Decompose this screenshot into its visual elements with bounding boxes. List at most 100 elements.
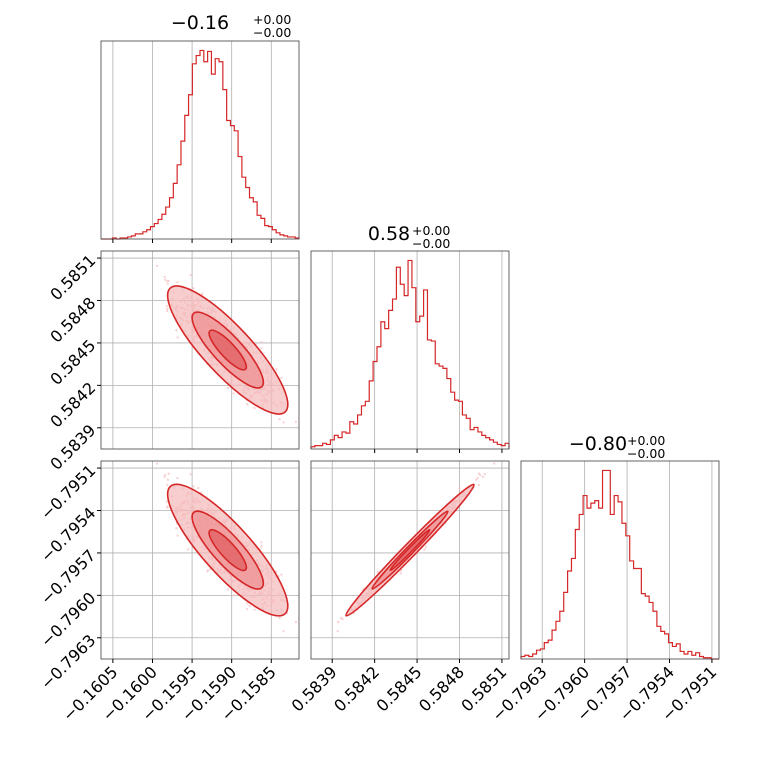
sample-point (294, 420, 298, 423)
title-param-2-sup: +0.00 (627, 433, 665, 448)
panel-content (155, 462, 302, 633)
sample-point (477, 483, 480, 487)
sample-point (165, 500, 168, 503)
panel-2-1 (310, 460, 510, 663)
sample-point (232, 594, 235, 597)
sample-point (189, 473, 192, 476)
sample-point (260, 347, 263, 350)
panel-frame (100, 40, 300, 240)
panel-content (155, 264, 302, 424)
sample-point (259, 547, 262, 550)
y-tick-label: 0.5842 (46, 378, 99, 431)
sample-point (166, 506, 169, 509)
panel-frame (100, 250, 300, 450)
panels (97, 40, 720, 663)
x-tick-label: 0.5839 (288, 662, 341, 715)
sample-point (278, 417, 281, 421)
sample-point (155, 462, 159, 465)
sample-point (481, 475, 485, 479)
sample-point (164, 278, 167, 281)
x-tick-label: 0.5848 (415, 662, 468, 715)
sample-point (253, 406, 256, 410)
sample-point (197, 486, 200, 490)
histogram-param-0 (101, 49, 300, 240)
sample-point (458, 486, 461, 490)
sample-point (300, 397, 302, 399)
panel-content (336, 462, 496, 633)
sample-point (483, 473, 487, 476)
panel-frame (310, 250, 510, 450)
sample-point (253, 608, 256, 611)
sample-point (175, 527, 178, 530)
sample-point (166, 478, 169, 481)
sample-point (232, 392, 235, 395)
panel-frame (100, 460, 300, 660)
title-param-2-sub: −0.00 (627, 446, 665, 461)
x-ticks-col-2: −0.7963 −0.7960 −0.7957 −0.7954 −0.7951 (488, 662, 720, 725)
histogram-param-2 (520, 469, 719, 660)
sample-point (248, 604, 251, 607)
title-param-0-sup: +0.00 (253, 12, 291, 27)
sample-point (155, 264, 159, 267)
sample-point (280, 376, 283, 380)
sample-point (175, 329, 178, 332)
sample-point (493, 462, 496, 465)
sample-point (186, 548, 190, 551)
y-ticks-row-1: 0.5839 0.5842 0.5845 0.5848 0.5851 (46, 251, 99, 474)
sample-point (163, 275, 166, 279)
panel-frame (520, 460, 720, 660)
y-tick-label: 0.5845 (46, 336, 99, 389)
sample-point (226, 386, 230, 390)
y-tick-label: 0.5848 (46, 293, 99, 346)
sample-point (280, 573, 283, 576)
histogram-param-1 (310, 259, 510, 449)
sample-point (282, 421, 285, 424)
title-param-2: −0.80 (569, 433, 627, 455)
sample-point (260, 541, 263, 544)
sample-point (278, 616, 281, 620)
x-tick-label: 0.5845 (373, 662, 426, 715)
sample-point (275, 368, 278, 371)
sample-point (479, 473, 482, 477)
sample-point (176, 534, 179, 537)
panel-2-2 (520, 460, 720, 663)
sample-point (282, 630, 285, 633)
sample-point (300, 597, 302, 599)
sample-point (294, 620, 298, 624)
sample-point (164, 473, 167, 477)
title-param-0-sub: −0.00 (253, 25, 291, 40)
sample-point (166, 307, 169, 311)
contour-level (208, 528, 248, 572)
panel-0-0 (100, 40, 300, 243)
panel-1-1 (310, 250, 510, 453)
sample-point (245, 403, 249, 406)
title-param-1-sub: −0.00 (412, 236, 450, 251)
sample-point (165, 305, 168, 308)
x-ticks-col-0: −0.1605 −0.1600 −0.1595 −0.1590 −0.1585 (59, 662, 280, 725)
panel-2-0 (97, 460, 302, 663)
sample-point (245, 608, 249, 611)
y-tick-label: 0.5851 (46, 251, 99, 304)
sample-point (423, 548, 426, 551)
contour-level (389, 528, 431, 572)
sample-point (167, 279, 170, 283)
title-param-1-sup: +0.00 (412, 223, 450, 238)
sample-point (166, 483, 169, 487)
x-ticks-col-1: 0.5839 0.5842 0.5845 0.5848 0.5851 (288, 662, 511, 715)
sample-point (476, 476, 479, 480)
title-param-0: −0.16 (171, 12, 229, 34)
sample-point (192, 485, 195, 488)
sample-point (424, 545, 428, 549)
sample-point (176, 281, 179, 284)
contour-level (208, 329, 248, 371)
sample-point (192, 287, 195, 290)
sample-point (475, 478, 478, 481)
panel-frame (310, 460, 510, 660)
sample-point (339, 616, 343, 620)
sample-point (399, 572, 402, 575)
y-tick-label: 0.5839 (46, 421, 99, 474)
sample-point (260, 544, 263, 548)
sample-point (206, 569, 210, 572)
y-ticks-row-2: −0.7963 −0.7960 −0.7957 −0.7954 −0.7951 (37, 461, 100, 693)
